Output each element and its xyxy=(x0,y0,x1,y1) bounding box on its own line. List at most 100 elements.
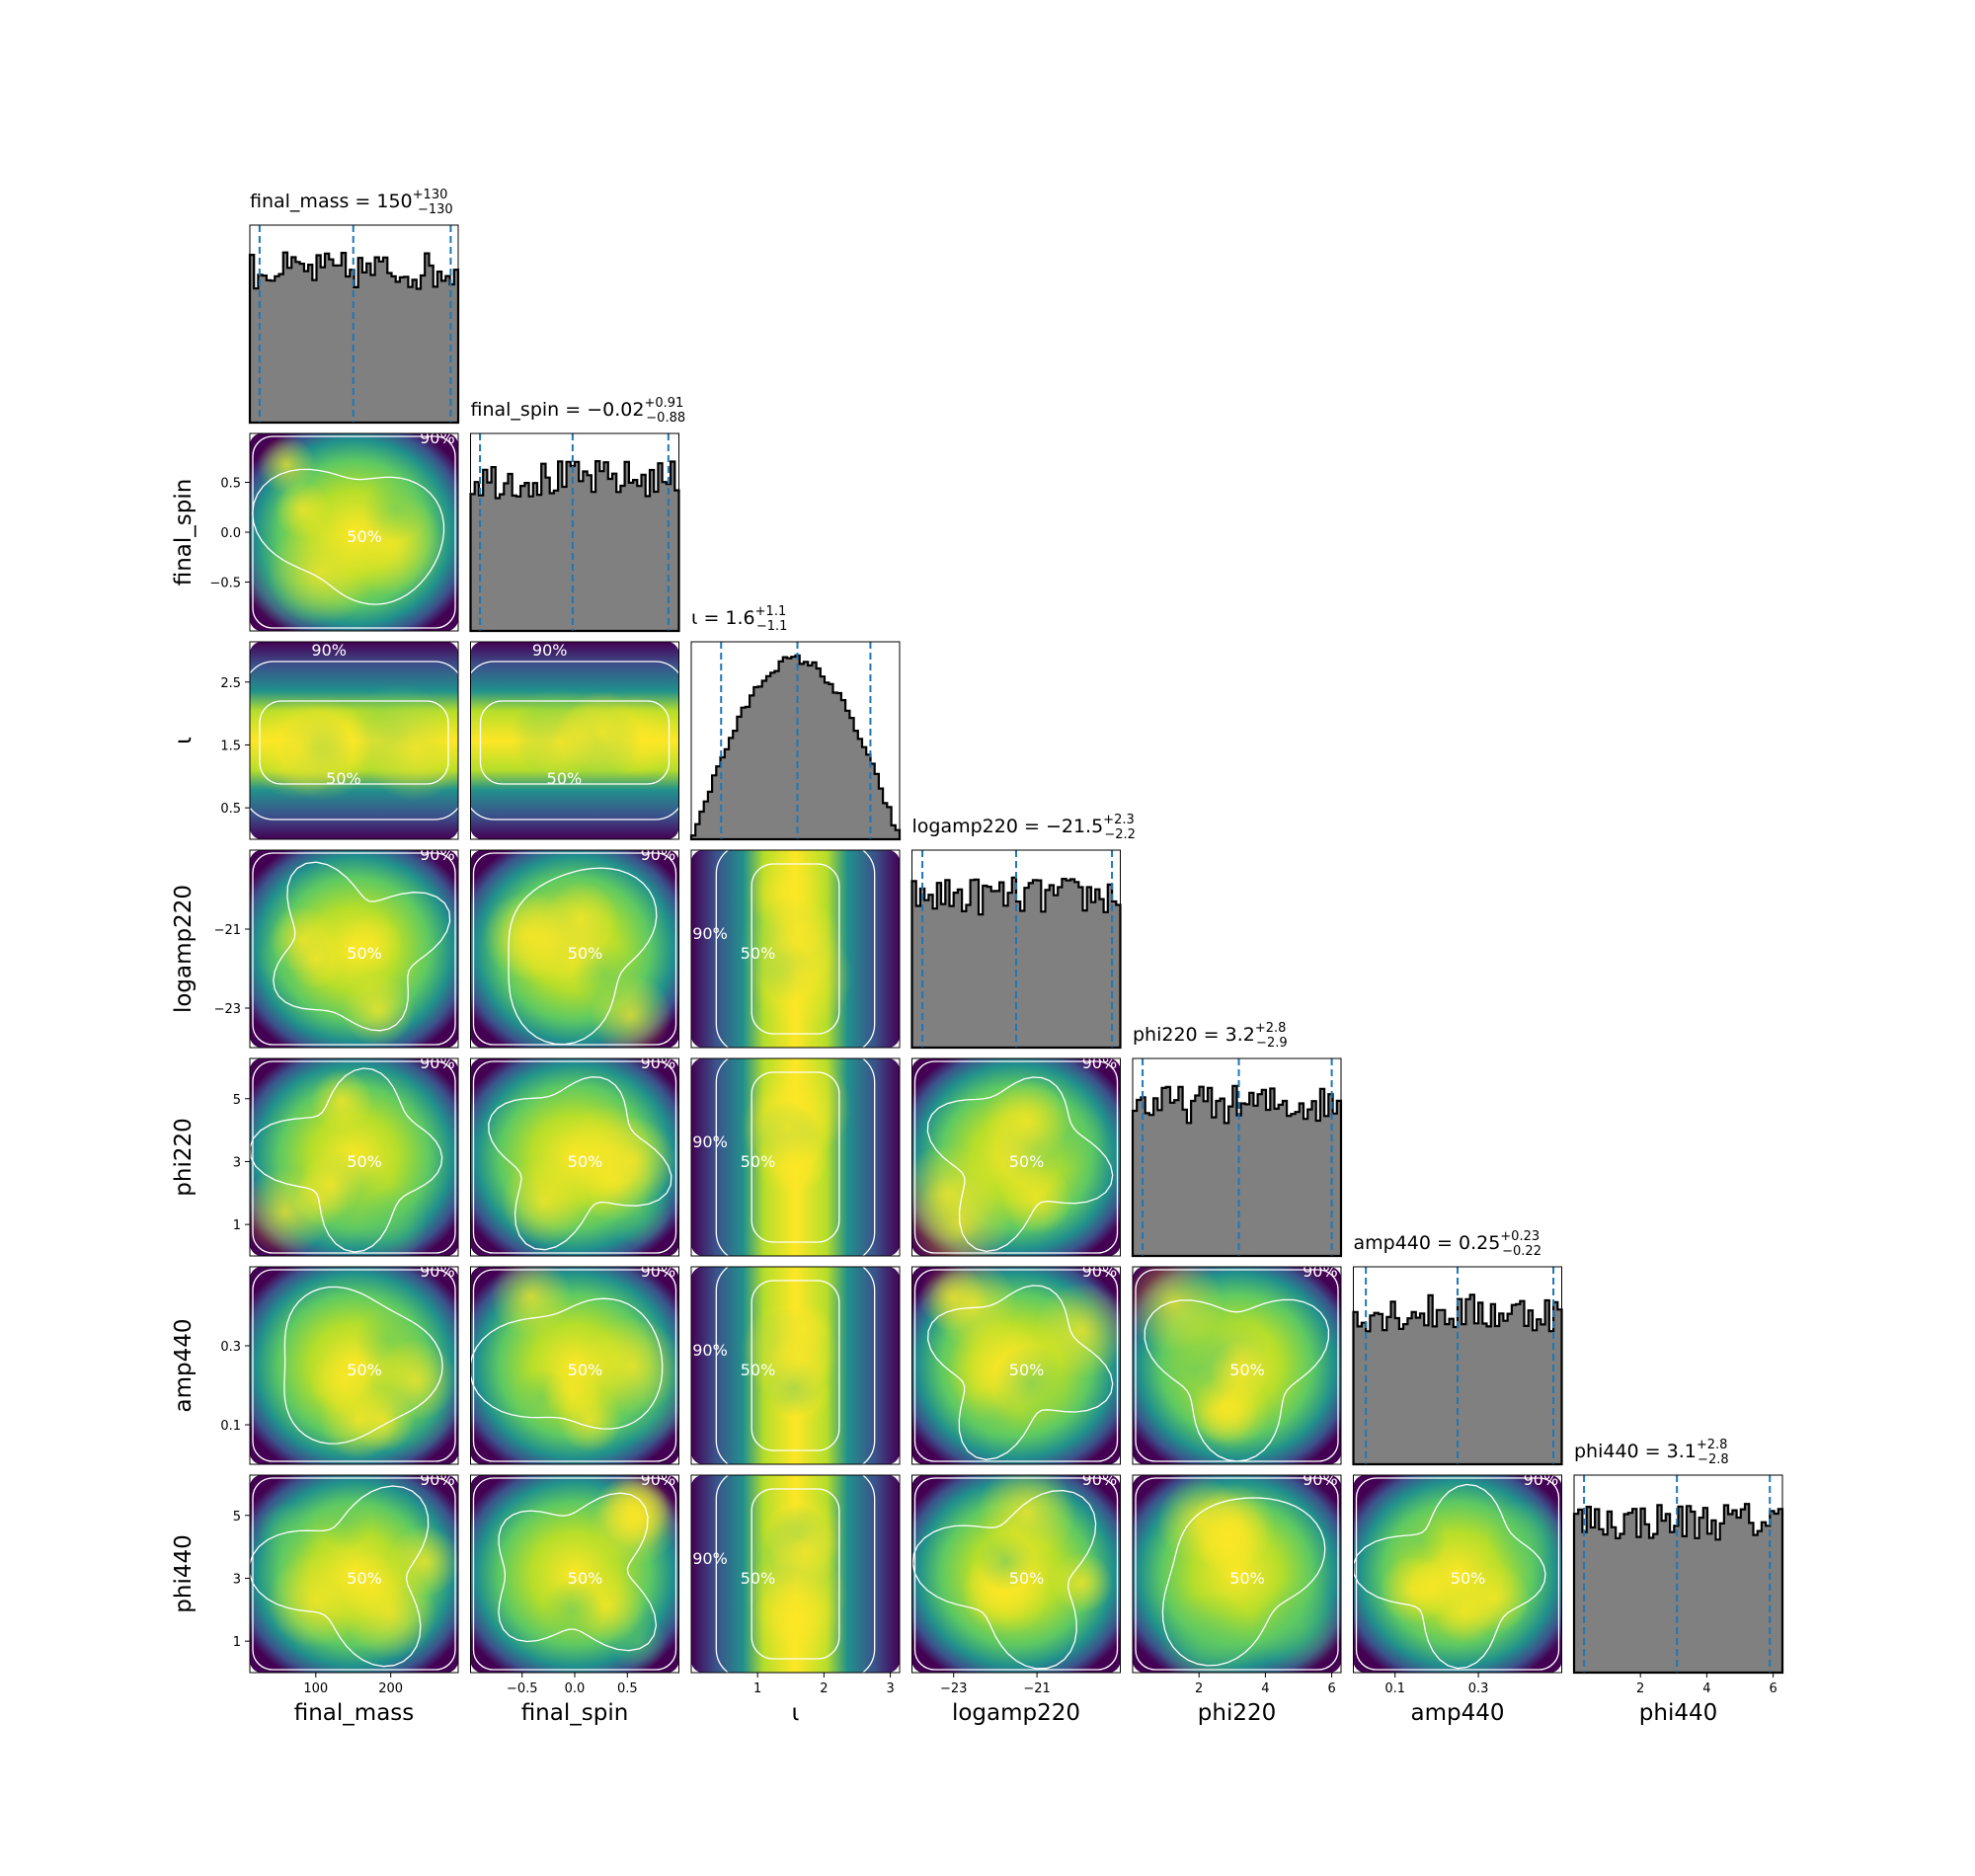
contour-50 xyxy=(750,1280,840,1451)
x-tick-label: 2 xyxy=(1195,1681,1203,1696)
contour-label-90: 90% xyxy=(311,641,347,660)
density-panel-final_mass-vs-final_spin: 50% 90% xyxy=(249,432,459,632)
histogram-outline xyxy=(910,876,1122,1050)
contour-90 xyxy=(715,1058,876,1256)
contour-90 xyxy=(252,1060,456,1254)
density-panel-phi220-vs-amp440: 50% 90% xyxy=(1132,1266,1342,1465)
contour-label-90: 90% xyxy=(692,1341,728,1360)
density-panel-amp440-vs-phi440: 50% 90% xyxy=(1353,1474,1562,1674)
panel-frame xyxy=(690,1266,901,1465)
histogram-outline xyxy=(1352,1293,1563,1466)
contour-90 xyxy=(472,1477,677,1671)
panel-frame xyxy=(470,849,679,1049)
x-tick-label: 6 xyxy=(1327,1681,1335,1696)
x-tick-label: 0.5 xyxy=(617,1681,638,1696)
panel-frame xyxy=(911,1266,1121,1465)
contour-label-50: 50% xyxy=(1229,1569,1265,1588)
y-tick-label: 1 xyxy=(233,1218,241,1233)
density-peak xyxy=(274,481,332,539)
density-peak xyxy=(1390,1511,1448,1569)
y-tick-label: 5 xyxy=(233,1510,241,1524)
x-tick-label: 4 xyxy=(1702,1681,1710,1696)
density-panel-final_spin-vs-logamp220: 50% 90% xyxy=(470,849,679,1049)
y-tick-label: 0.5 xyxy=(220,476,241,491)
x-axis-label-phi220: phi220 xyxy=(1198,1700,1276,1726)
histogram-amp440: amp440 = 0.25+0.23 −0.22 xyxy=(1352,1229,1563,1466)
density-peak xyxy=(267,519,373,626)
density-peak xyxy=(750,925,853,1029)
contour-50 xyxy=(479,700,671,785)
contour-90 xyxy=(715,1267,876,1464)
y-axis-label-phi220: phi220 xyxy=(171,1118,197,1196)
contour-label-50: 50% xyxy=(1229,1361,1265,1379)
density-panel-final_mass-vs-phi440: 50% 90% xyxy=(249,1474,459,1674)
contour-90 xyxy=(250,661,458,821)
panel-frame xyxy=(249,641,459,840)
x-tick-label: 4 xyxy=(1261,1681,1269,1696)
density-peak xyxy=(918,1267,987,1331)
histogram-title-logamp220: logamp220 = −21.5+2.3 −2.2 xyxy=(912,813,1136,842)
contour-label-90: 90% xyxy=(1303,1470,1338,1489)
density-peak xyxy=(362,697,458,802)
contour-50 xyxy=(750,1488,840,1660)
contour-label-50: 50% xyxy=(547,769,583,788)
y-tick-label: 0.1 xyxy=(220,1419,241,1434)
panel-frame xyxy=(249,1474,459,1674)
y-tick-label: 1 xyxy=(233,1635,241,1650)
density-panel-final_mass-vs-logamp220: 50% 90% xyxy=(249,849,459,1049)
y-tick-label: 3 xyxy=(233,1572,241,1587)
panel-frame xyxy=(690,1057,901,1257)
histogram-bars xyxy=(1574,1504,1782,1673)
histogram-final_spin: final_spin = −0.02+0.91 −0.88 xyxy=(469,396,685,633)
panel-frame xyxy=(249,224,459,424)
contour-label-90: 90% xyxy=(420,1262,455,1281)
density-peak xyxy=(315,1492,373,1550)
contour-90 xyxy=(715,1475,876,1673)
panel-frame xyxy=(690,1474,901,1674)
density-peak xyxy=(1133,1267,1224,1353)
density-peak xyxy=(1033,1282,1121,1379)
corner-plot-panels: 50% 90% 50% 90% 50% 90% 50% 90% 50% 90% 50% 90% 50% 9… xyxy=(171,188,1784,1726)
histogram-outline xyxy=(1572,1503,1784,1675)
density-panel-iota-vs-amp440: 50% 90% xyxy=(690,1266,901,1465)
density-panel-final_spin-vs-phi440: 50% 90% xyxy=(470,1470,679,1674)
panel-frame xyxy=(1132,1474,1342,1674)
contour-50 xyxy=(1144,1298,1330,1462)
density-panel-final_mass-vs-iota: 50% 90% xyxy=(249,641,459,840)
y-tick-label: 1.5 xyxy=(220,739,241,753)
contour-50 xyxy=(283,1286,443,1445)
histogram-bars xyxy=(470,461,679,631)
x-tick-label: −0.5 xyxy=(507,1681,538,1696)
density-panel-final_mass-vs-phi220: 50% 90% xyxy=(249,1057,459,1257)
density-peak xyxy=(342,974,415,1047)
contour-50 xyxy=(927,1285,1114,1460)
histogram-outline xyxy=(469,460,680,633)
y-tick-label: 3 xyxy=(233,1155,241,1170)
density-peak xyxy=(362,476,429,542)
density-peak xyxy=(1210,1340,1270,1401)
contour-90 xyxy=(252,852,456,1046)
x-tick-label: −23 xyxy=(940,1681,967,1696)
contour-label-50: 50% xyxy=(568,1361,603,1379)
contour-90 xyxy=(472,852,677,1046)
y-tick-label: −21 xyxy=(214,923,241,938)
density-peak xyxy=(978,1475,1076,1562)
x-tick-label: 2 xyxy=(1636,1681,1644,1696)
histogram-phi220: phi220 = 3.2+2.8 −2.9 xyxy=(1131,1021,1343,1258)
density-panel-logamp220-vs-phi440: 50% 90% xyxy=(911,1474,1121,1674)
histogram-phi440: phi440 = 3.1+2.8 −2.8 xyxy=(1572,1438,1784,1675)
x-tick-label: −21 xyxy=(1023,1681,1050,1696)
density-peak xyxy=(741,1301,840,1401)
contour-label-50: 50% xyxy=(741,1361,776,1379)
contour-90 xyxy=(913,1269,1119,1462)
contour-label-90: 90% xyxy=(532,641,568,660)
density-peak xyxy=(755,1124,829,1197)
panel-frame xyxy=(911,1474,1121,1674)
histogram-final_mass: final_mass = 150+130 −130 xyxy=(248,188,460,425)
contour-label-90: 90% xyxy=(641,1054,676,1072)
y-axis-label-amp440: amp440 xyxy=(171,1319,197,1413)
x-tick-label: 100 xyxy=(303,1681,328,1696)
panel-frame xyxy=(1573,1474,1783,1674)
contour-label-50: 50% xyxy=(1451,1569,1486,1588)
contour-label-90: 90% xyxy=(641,1470,676,1489)
